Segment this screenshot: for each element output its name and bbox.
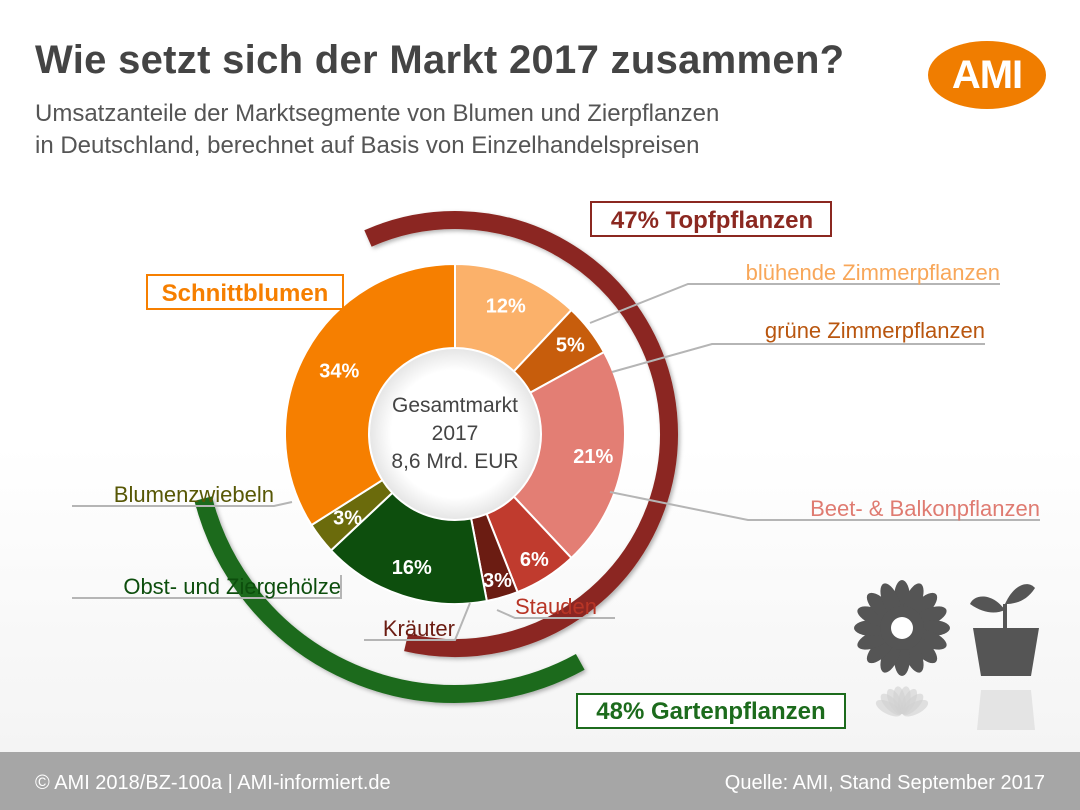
ami-logo: AMI [928,41,1046,109]
group-label: 47% Topfpflanzen [611,207,813,234]
leader-line [72,501,293,507]
leader-line [611,343,985,373]
footer-copyright: © AMI 2018/BZ-100a | AMI-informiert.de [35,772,391,794]
center-text-line-3: 8,6 Mrd. EUR [391,450,518,473]
category-label: grüne Zimmerpflanzen [765,318,985,343]
group-label: 48% Gartenpflanzen [596,698,825,725]
leader-line [496,609,615,619]
segment-value-label: 5% [556,335,585,357]
flower-icon [854,580,950,717]
chart-title: Wie setzt sich der Markt 2017 zusammen? [35,38,845,82]
segment-value-label: 12% [486,296,526,318]
leader-line [589,283,1000,324]
leader-line [72,575,342,599]
footer-source: Quelle: AMI, Stand September 2017 [724,772,1045,794]
leader-line [364,602,471,641]
donut-chart: Gesamtmarkt 2017 8,6 Mrd. EUR 12% 5% 21% 6% 3% 1… [72,201,1040,730]
category-label: blühende Zimmerpflanzen [746,260,1000,285]
segment-value-label: 3% [483,570,512,592]
center-text-line-2: 2017 [432,422,479,445]
segment-value-label: 21% [573,446,613,468]
leader-line [609,491,1040,521]
category-label: Schnittblumen [162,280,329,307]
segment-value-label: 34% [319,360,359,382]
center-text-line-1: Gesamtmarkt [392,394,518,417]
segment-value-label: 6% [520,549,549,571]
potted-plant-icon [970,584,1039,730]
group-label-box [590,201,832,237]
group-label-box [576,693,846,729]
category-label: Beet- & Balkonpflanzen [810,496,1040,521]
footer-bar: © AMI 2018/BZ-100a | AMI-informiert.de Q… [0,752,1080,810]
segment-value-label: 16% [392,557,432,579]
segment-value-label: 3% [333,507,362,529]
subtitle-line-2: in Deutschland, berechnet auf Basis von … [35,132,700,159]
subtitle-line-1: Umsatzanteile der Marktsegmente von Blum… [35,100,720,127]
ami-logo-text: AMI [951,52,1023,97]
category-label: Stauden [515,594,597,619]
segment-schnittblumen [283,262,456,527]
group-arc-topfpflanzen [364,211,678,657]
chart-subtitle: Umsatzanteile der Marktsegmente von Blum… [35,98,719,162]
category-label: Kräuter [383,616,455,641]
segment-beet-balkonpflanzen [512,350,626,560]
group-arc-gartenpflanzen [194,496,585,703]
label-box [146,274,344,310]
category-label: Blumenzwiebeln [114,482,274,507]
category-label: Obst- und Ziergehölze [123,574,341,599]
donut-hole [370,349,540,519]
decor-icons [854,580,1039,730]
